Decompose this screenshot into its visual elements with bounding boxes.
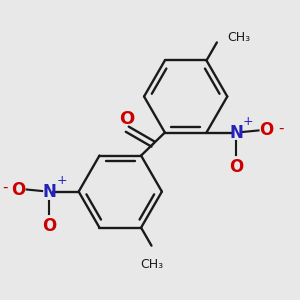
Text: N: N <box>229 124 243 142</box>
Text: -: - <box>279 121 284 136</box>
Text: O: O <box>229 158 243 176</box>
Text: O: O <box>11 181 26 199</box>
Text: N: N <box>42 183 56 201</box>
Text: O: O <box>120 110 135 128</box>
Text: +: + <box>56 174 67 187</box>
Text: O: O <box>260 122 274 140</box>
Text: +: + <box>243 115 254 128</box>
Text: CH₃: CH₃ <box>227 32 250 44</box>
Text: O: O <box>42 217 56 235</box>
Text: CH₃: CH₃ <box>140 258 163 271</box>
Text: -: - <box>2 180 8 195</box>
